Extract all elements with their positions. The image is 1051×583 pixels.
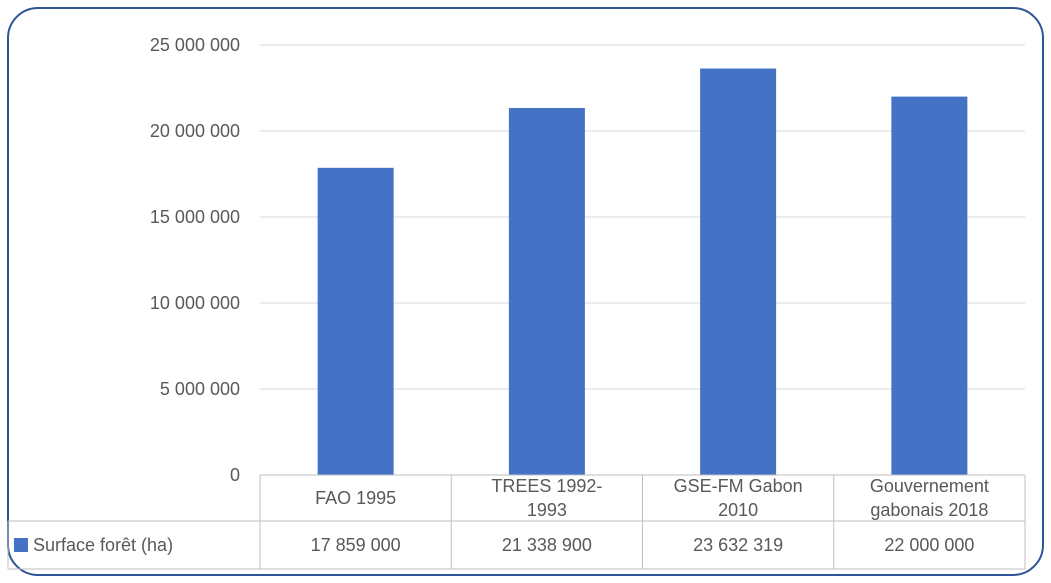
- bar: [508, 107, 585, 475]
- y-tick-label: 25 000 000: [150, 35, 240, 55]
- y-tick-label: 15 000 000: [150, 207, 240, 227]
- y-tick-label: 5 000 000: [160, 379, 240, 399]
- x-tick-label: 2010: [718, 500, 758, 520]
- x-tick-label: Gouvernement: [870, 476, 989, 496]
- y-tick-label: 20 000 000: [150, 121, 240, 141]
- x-tick-label: gabonais 2018: [870, 500, 988, 520]
- y-tick-label: 10 000 000: [150, 293, 240, 313]
- bar: [700, 68, 777, 476]
- data-label: 17 859 000: [311, 535, 401, 555]
- data-label: 21 338 900: [502, 535, 592, 555]
- y-tick-label: 0: [230, 465, 240, 485]
- bar: [317, 167, 394, 475]
- legend-swatch: [14, 538, 28, 552]
- data-label: 23 632 319: [693, 535, 783, 555]
- labels: 0 5 000 000 10 000 000 15 000 000 20 000 000…: [33, 35, 989, 555]
- bar: [891, 96, 968, 475]
- x-tick-label: FAO 1995: [315, 488, 396, 508]
- data-label: 22 000 000: [884, 535, 974, 555]
- x-tick-label: TREES 1992-: [491, 476, 602, 496]
- data-table: [7, 474, 1026, 570]
- bars: [317, 68, 968, 476]
- x-tick-label: GSE-FM Gabon: [674, 476, 803, 496]
- x-tick-label: 1993: [527, 500, 567, 520]
- legend-label: Surface forêt (ha): [33, 535, 173, 555]
